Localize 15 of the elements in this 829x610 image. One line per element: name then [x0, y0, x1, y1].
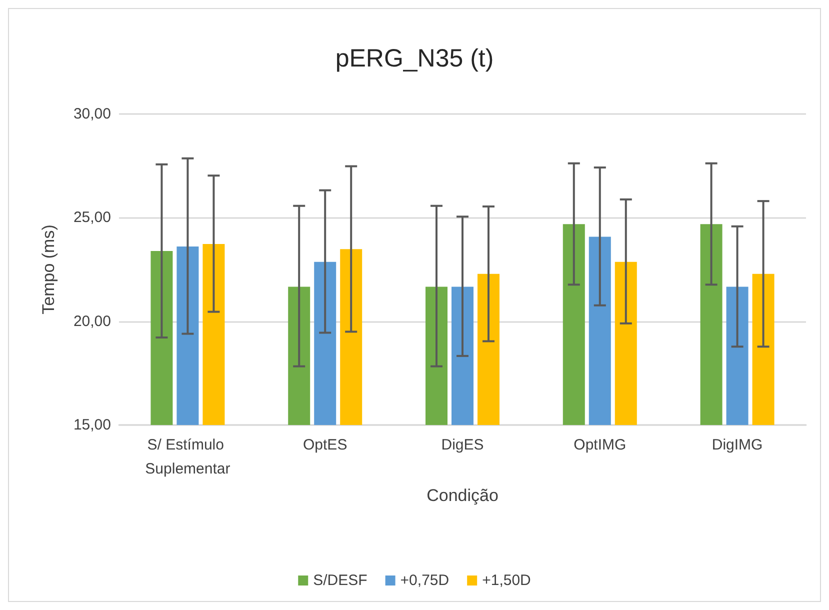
y-tick-label: 20,00	[73, 312, 111, 330]
x-tick-label: S/ Estímulo Suplementar	[145, 436, 230, 478]
x-tick-label: DigES	[441, 436, 484, 454]
y-axis-title: Tempo (ms)	[39, 224, 58, 314]
x-tick-label: OptIMG	[574, 436, 626, 454]
x-tick-label: DigIMG	[712, 436, 763, 454]
x-tick-label: OptES	[303, 436, 348, 454]
x-axis-title: Condição	[426, 486, 498, 505]
legend-label: S/DESF	[313, 572, 368, 589]
y-tick-label: 30,00	[73, 106, 111, 122]
y-tick-label: 15,00	[73, 416, 111, 434]
legend-label: +1,50D	[482, 572, 532, 589]
y-tick-label: 25,00	[73, 209, 111, 226]
chart-title: pERG_N35 (t)	[335, 44, 494, 72]
legend-label: +0,75D	[400, 572, 450, 589]
